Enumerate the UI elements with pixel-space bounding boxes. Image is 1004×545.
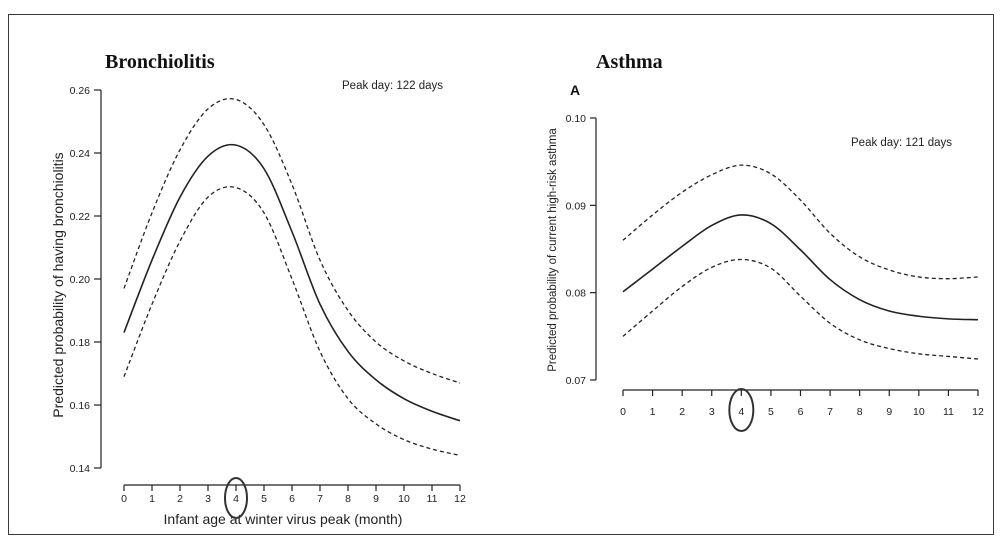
x-tick-label-bronchiolitis: 10: [398, 493, 410, 505]
upper-ci-line-bronchiolitis: [123, 97, 461, 384]
x-tick-label-asthma: 2: [679, 406, 685, 418]
x-tick-label-bronchiolitis: 11: [427, 493, 438, 505]
highlight-ellipse-bronchiolitis: [224, 477, 248, 519]
y-tick-label-bronchiolitis: 0.18: [70, 337, 91, 349]
x-tick-label-asthma: 6: [798, 406, 804, 418]
y-tick-label-bronchiolitis: 0.20: [70, 274, 91, 286]
x-tick-label-bronchiolitis: 9: [373, 493, 379, 505]
x-tick-label-asthma: 7: [827, 406, 833, 418]
x-tick-label-bronchiolitis: 1: [149, 493, 155, 505]
x-tick-label-asthma: 9: [886, 406, 892, 418]
figure-border: [8, 14, 994, 535]
x-tick-label-asthma: 5: [768, 406, 774, 418]
panel-label-a: A: [570, 82, 580, 98]
x-tick-label-asthma: 8: [857, 406, 863, 418]
x-axis-title-bronchiolitis: Infant age at winter virus peak (month): [164, 511, 403, 527]
estimate-line-asthma: [622, 214, 979, 321]
x-tick-label-asthma: 12: [972, 406, 984, 418]
y-tick-label-asthma: 0.09: [566, 200, 587, 212]
x-tick-label-bronchiolitis: 8: [345, 493, 351, 505]
y-tick-label-bronchiolitis: 0.14: [70, 463, 91, 475]
upper-ci-line-asthma: [622, 164, 979, 280]
y-tick-label-asthma: 0.10: [566, 113, 587, 125]
y-tick-label-asthma: 0.08: [566, 288, 587, 300]
x-tick-label-asthma: 3: [709, 406, 715, 418]
x-tick-label-bronchiolitis: 0: [121, 493, 127, 505]
chart-panel-bronchiolitis: 0.140.160.180.200.220.240.260 1 2 3 4 5 6 7 8 9 10…: [70, 85, 466, 519]
chart-panel-asthma: 0.070.080.090.100 1 2 3 4 5 6 7 8 9 10 11 12: [566, 113, 984, 432]
y-tick-label-bronchiolitis: 0.26: [70, 85, 91, 97]
y-tick-label-bronchiolitis: 0.16: [70, 400, 91, 412]
x-tick-label-bronchiolitis: 5: [261, 493, 267, 505]
peak-annotation-asthma: Peak day: 121 days: [851, 137, 952, 149]
y-axis-title-bronchiolitis: Predicted probability of having bronchio…: [50, 152, 66, 417]
y-tick-label-bronchiolitis: 0.24: [70, 148, 91, 160]
x-tick-label-asthma: 0: [620, 406, 626, 418]
x-tick-label-asthma: 10: [913, 406, 925, 418]
y-tick-label-asthma: 0.07: [566, 375, 587, 387]
peak-annotation-bronchiolitis: Peak day: 122 days: [342, 80, 443, 92]
chart-title-bronchiolitis: Bronchiolitis: [105, 51, 215, 73]
x-tick-label-asthma: 1: [650, 406, 656, 418]
y-axis-title-asthma: Predicted probability of current high-ri…: [547, 128, 559, 372]
estimate-line-bronchiolitis: [123, 143, 461, 422]
chart-title-asthma: Asthma: [596, 51, 663, 73]
lower-ci-line-bronchiolitis: [123, 186, 461, 457]
x-tick-label-bronchiolitis: 7: [317, 493, 323, 505]
x-tick-label-bronchiolitis: 2: [177, 493, 183, 505]
x-tick-label-bronchiolitis: 12: [454, 493, 466, 505]
x-tick-label-bronchiolitis: 4: [233, 493, 239, 505]
x-tick-label-asthma: 11: [943, 406, 954, 418]
x-tick-label-bronchiolitis: 3: [205, 493, 211, 505]
lower-ci-line-asthma: [622, 258, 979, 360]
y-tick-label-bronchiolitis: 0.22: [70, 211, 91, 223]
x-tick-label-bronchiolitis: 6: [289, 493, 295, 505]
x-tick-label-asthma: 4: [738, 406, 744, 418]
highlight-ellipse-asthma: [728, 388, 755, 432]
